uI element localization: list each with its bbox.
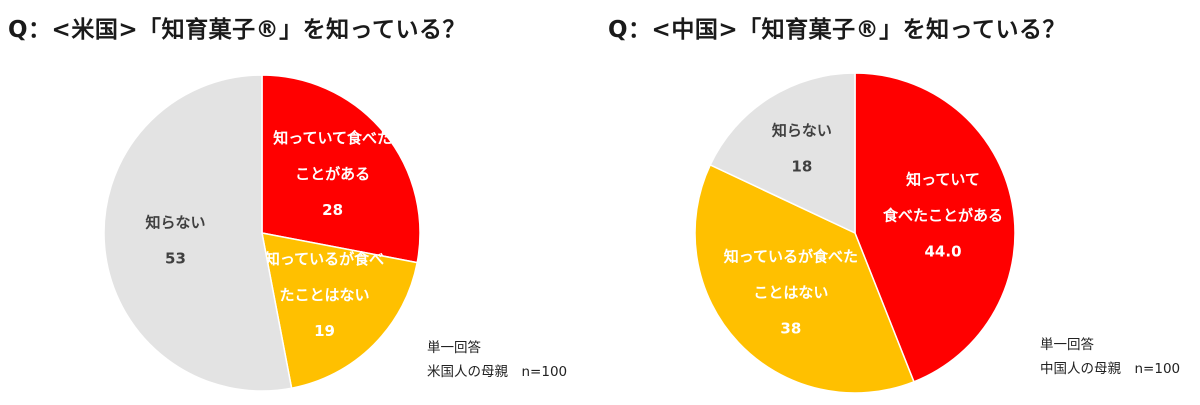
slice-label-unknown: 知らない — [772, 122, 832, 140]
pie-chart-us: Q：<米国>「知育菓子®」を知っている？ 知っていて食べた ことがある 28 知ってい… — [8, 17, 567, 392]
chart-title-china: Q：<中国>「知育菓子®」を知っている？ — [608, 17, 1066, 43]
chart-note-us: 単一回答 米国人の母親 n=100 — [427, 336, 567, 384]
pie-slice-known-not-eaten — [261, 232, 419, 390]
chart-note-china: 単一回答 中国人の母親 n=100 — [1040, 333, 1180, 381]
note-answer-type: 単一回答 — [427, 340, 481, 356]
note-answer-type: 単一回答 — [1040, 337, 1094, 353]
note-sample: 米国人の母親 n=100 — [427, 364, 568, 380]
pie-slice-unknown — [103, 74, 293, 392]
slice-label-known-not-eaten: たことはない — [280, 286, 370, 304]
pie-slice-unknown — [709, 72, 856, 235]
slice-label-known-not-eaten: ことはない — [753, 284, 828, 302]
note-sample: 中国人の母親 n=100 — [1040, 361, 1181, 377]
slice-label-known-eaten: 食べたことがある — [883, 207, 1003, 225]
slice-value-known-not-eaten: 19 — [314, 322, 335, 340]
pie-slice-known-not-eaten — [694, 163, 915, 394]
slice-label-known-eaten: 知っていて食べた — [273, 129, 392, 147]
chart-title-us: Q：<米国>「知育菓子®」を知っている？ — [8, 17, 466, 43]
pie-slice-known-eaten — [854, 72, 1016, 383]
slice-value-known-eaten: 44.0 — [925, 243, 962, 261]
slice-label-unknown: 知らない — [145, 214, 205, 232]
slice-label-known-not-eaten: 知っているが食べた — [724, 248, 858, 266]
slice-label-known-eaten: ことがある — [295, 165, 370, 183]
slice-label-known-not-eaten: 知っているが食べ — [265, 250, 384, 268]
slice-value-known-not-eaten: 38 — [780, 320, 801, 338]
slice-value-unknown: 18 — [791, 158, 812, 176]
slice-label-known-eaten: 知っていて — [906, 171, 980, 189]
pie-chart-china: Q：<中国>「知育菓子®」を知っている？ 知っていて 食べたことがある 44.0 知っ… — [600, 0, 1200, 405]
pie-slice-known-eaten — [261, 74, 421, 264]
slice-value-unknown: 53 — [165, 250, 186, 268]
slice-value-known-eaten: 28 — [322, 201, 343, 219]
